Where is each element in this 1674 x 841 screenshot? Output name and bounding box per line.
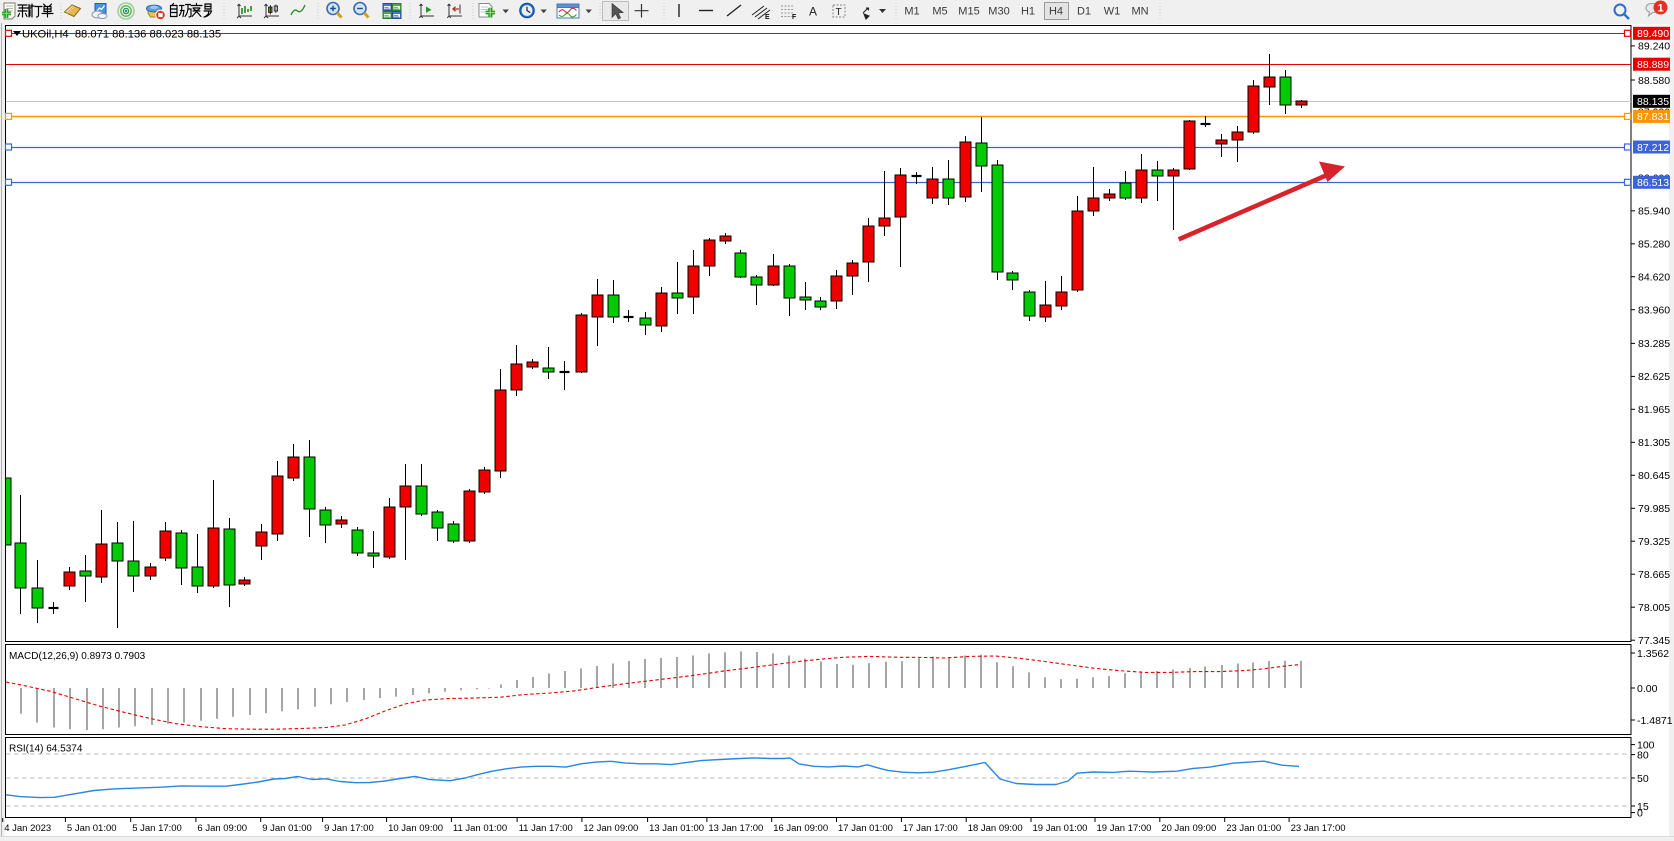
svg-text:50: 50 (1637, 773, 1649, 785)
svg-text:M5: M5 (932, 6, 947, 18)
svg-text:84.620: 84.620 (1638, 272, 1670, 284)
svg-text:78.665: 78.665 (1638, 569, 1670, 581)
svg-text:88.135: 88.135 (1637, 96, 1669, 108)
svg-text:100: 100 (1637, 739, 1655, 751)
svg-text:13 Jan 17:00: 13 Jan 17:00 (708, 823, 763, 834)
svg-text:M15: M15 (958, 6, 979, 18)
svg-text:17 Jan 01:00: 17 Jan 01:00 (838, 823, 893, 834)
svg-text:23 Jan 17:00: 23 Jan 17:00 (1291, 823, 1346, 834)
svg-text:M1: M1 (904, 6, 919, 18)
svg-text:89.240: 89.240 (1638, 41, 1670, 53)
svg-text:78.005: 78.005 (1638, 602, 1670, 614)
svg-text:77.345: 77.345 (1638, 635, 1670, 647)
svg-text:85.940: 85.940 (1638, 206, 1670, 218)
svg-text:88.889: 88.889 (1637, 59, 1669, 71)
svg-text:-1.4871: -1.4871 (1637, 715, 1673, 727)
svg-text:11 Jan 17:00: 11 Jan 17:00 (519, 823, 573, 834)
svg-text:W1: W1 (1104, 6, 1121, 18)
svg-text:20 Jan 09:00: 20 Jan 09:00 (1161, 823, 1216, 834)
svg-text:85.280: 85.280 (1638, 239, 1670, 251)
svg-text:83.285: 83.285 (1638, 338, 1670, 350)
svg-text:5 Jan 01:00: 5 Jan 01:00 (67, 823, 117, 834)
svg-text:A: A (809, 5, 817, 19)
svg-text:80.645: 80.645 (1638, 470, 1670, 482)
svg-text:10 Jan 09:00: 10 Jan 09:00 (388, 823, 443, 834)
svg-text:5 Jan 17:00: 5 Jan 17:00 (132, 823, 182, 834)
svg-text:83.960: 83.960 (1638, 305, 1670, 317)
svg-text:H4: H4 (1049, 6, 1063, 18)
svg-text:1.3562: 1.3562 (1637, 648, 1669, 660)
svg-text:MACD(12,26,9) 0.8973 0.7903: MACD(12,26,9) 0.8973 0.7903 (9, 651, 146, 662)
svg-text:RSI(14) 64.5374: RSI(14) 64.5374 (9, 744, 83, 755)
svg-text:15: 15 (1637, 801, 1649, 813)
svg-text:82.625: 82.625 (1638, 371, 1670, 383)
svg-text:0.00: 0.00 (1637, 683, 1658, 695)
svg-text:87.212: 87.212 (1637, 142, 1669, 154)
svg-text:T: T (836, 7, 842, 18)
svg-text:9 Jan 17:00: 9 Jan 17:00 (324, 823, 374, 834)
svg-text:87.831: 87.831 (1637, 111, 1669, 123)
svg-text:80: 80 (1637, 749, 1649, 761)
svg-text:1: 1 (1657, 3, 1663, 15)
svg-text:9 Jan 01:00: 9 Jan 01:00 (262, 823, 312, 834)
svg-text:16 Jan 09:00: 16 Jan 09:00 (773, 823, 828, 834)
svg-text:H1: H1 (1021, 6, 1035, 18)
svg-text:88.580: 88.580 (1638, 75, 1670, 87)
svg-text:UKOil,H4 88.071 88.136 88.023: UKOil,H4 88.071 88.136 88.023 88.135 (22, 29, 221, 41)
svg-text:18 Jan 09:00: 18 Jan 09:00 (968, 823, 1023, 834)
svg-text:12 Jan 09:00: 12 Jan 09:00 (583, 823, 638, 834)
svg-text:89.490: 89.490 (1637, 28, 1669, 40)
svg-text:81.965: 81.965 (1638, 404, 1670, 416)
svg-text:19 Jan 01:00: 19 Jan 01:00 (1033, 823, 1088, 834)
svg-text:0: 0 (1637, 807, 1643, 819)
svg-text:23 Jan 01:00: 23 Jan 01:00 (1226, 823, 1281, 834)
svg-text:M30: M30 (988, 6, 1009, 18)
svg-text:F: F (792, 14, 797, 21)
svg-text:6 Jan 09:00: 6 Jan 09:00 (197, 823, 247, 834)
svg-text:4 Jan 2023: 4 Jan 2023 (4, 823, 51, 834)
svg-text:81.305: 81.305 (1638, 437, 1670, 449)
svg-text:11 Jan 01:00: 11 Jan 01:00 (453, 823, 507, 834)
svg-text:13 Jan 01:00: 13 Jan 01:00 (649, 823, 704, 834)
svg-text:79.325: 79.325 (1638, 536, 1670, 548)
svg-text:MN: MN (1131, 6, 1148, 18)
svg-text:E: E (765, 14, 770, 21)
svg-text:17 Jan 17:00: 17 Jan 17:00 (903, 823, 958, 834)
svg-text:D1: D1 (1077, 6, 1091, 18)
svg-text:86.513: 86.513 (1637, 177, 1669, 189)
svg-text:19 Jan 17:00: 19 Jan 17:00 (1097, 823, 1152, 834)
svg-text:79.985: 79.985 (1638, 503, 1670, 515)
